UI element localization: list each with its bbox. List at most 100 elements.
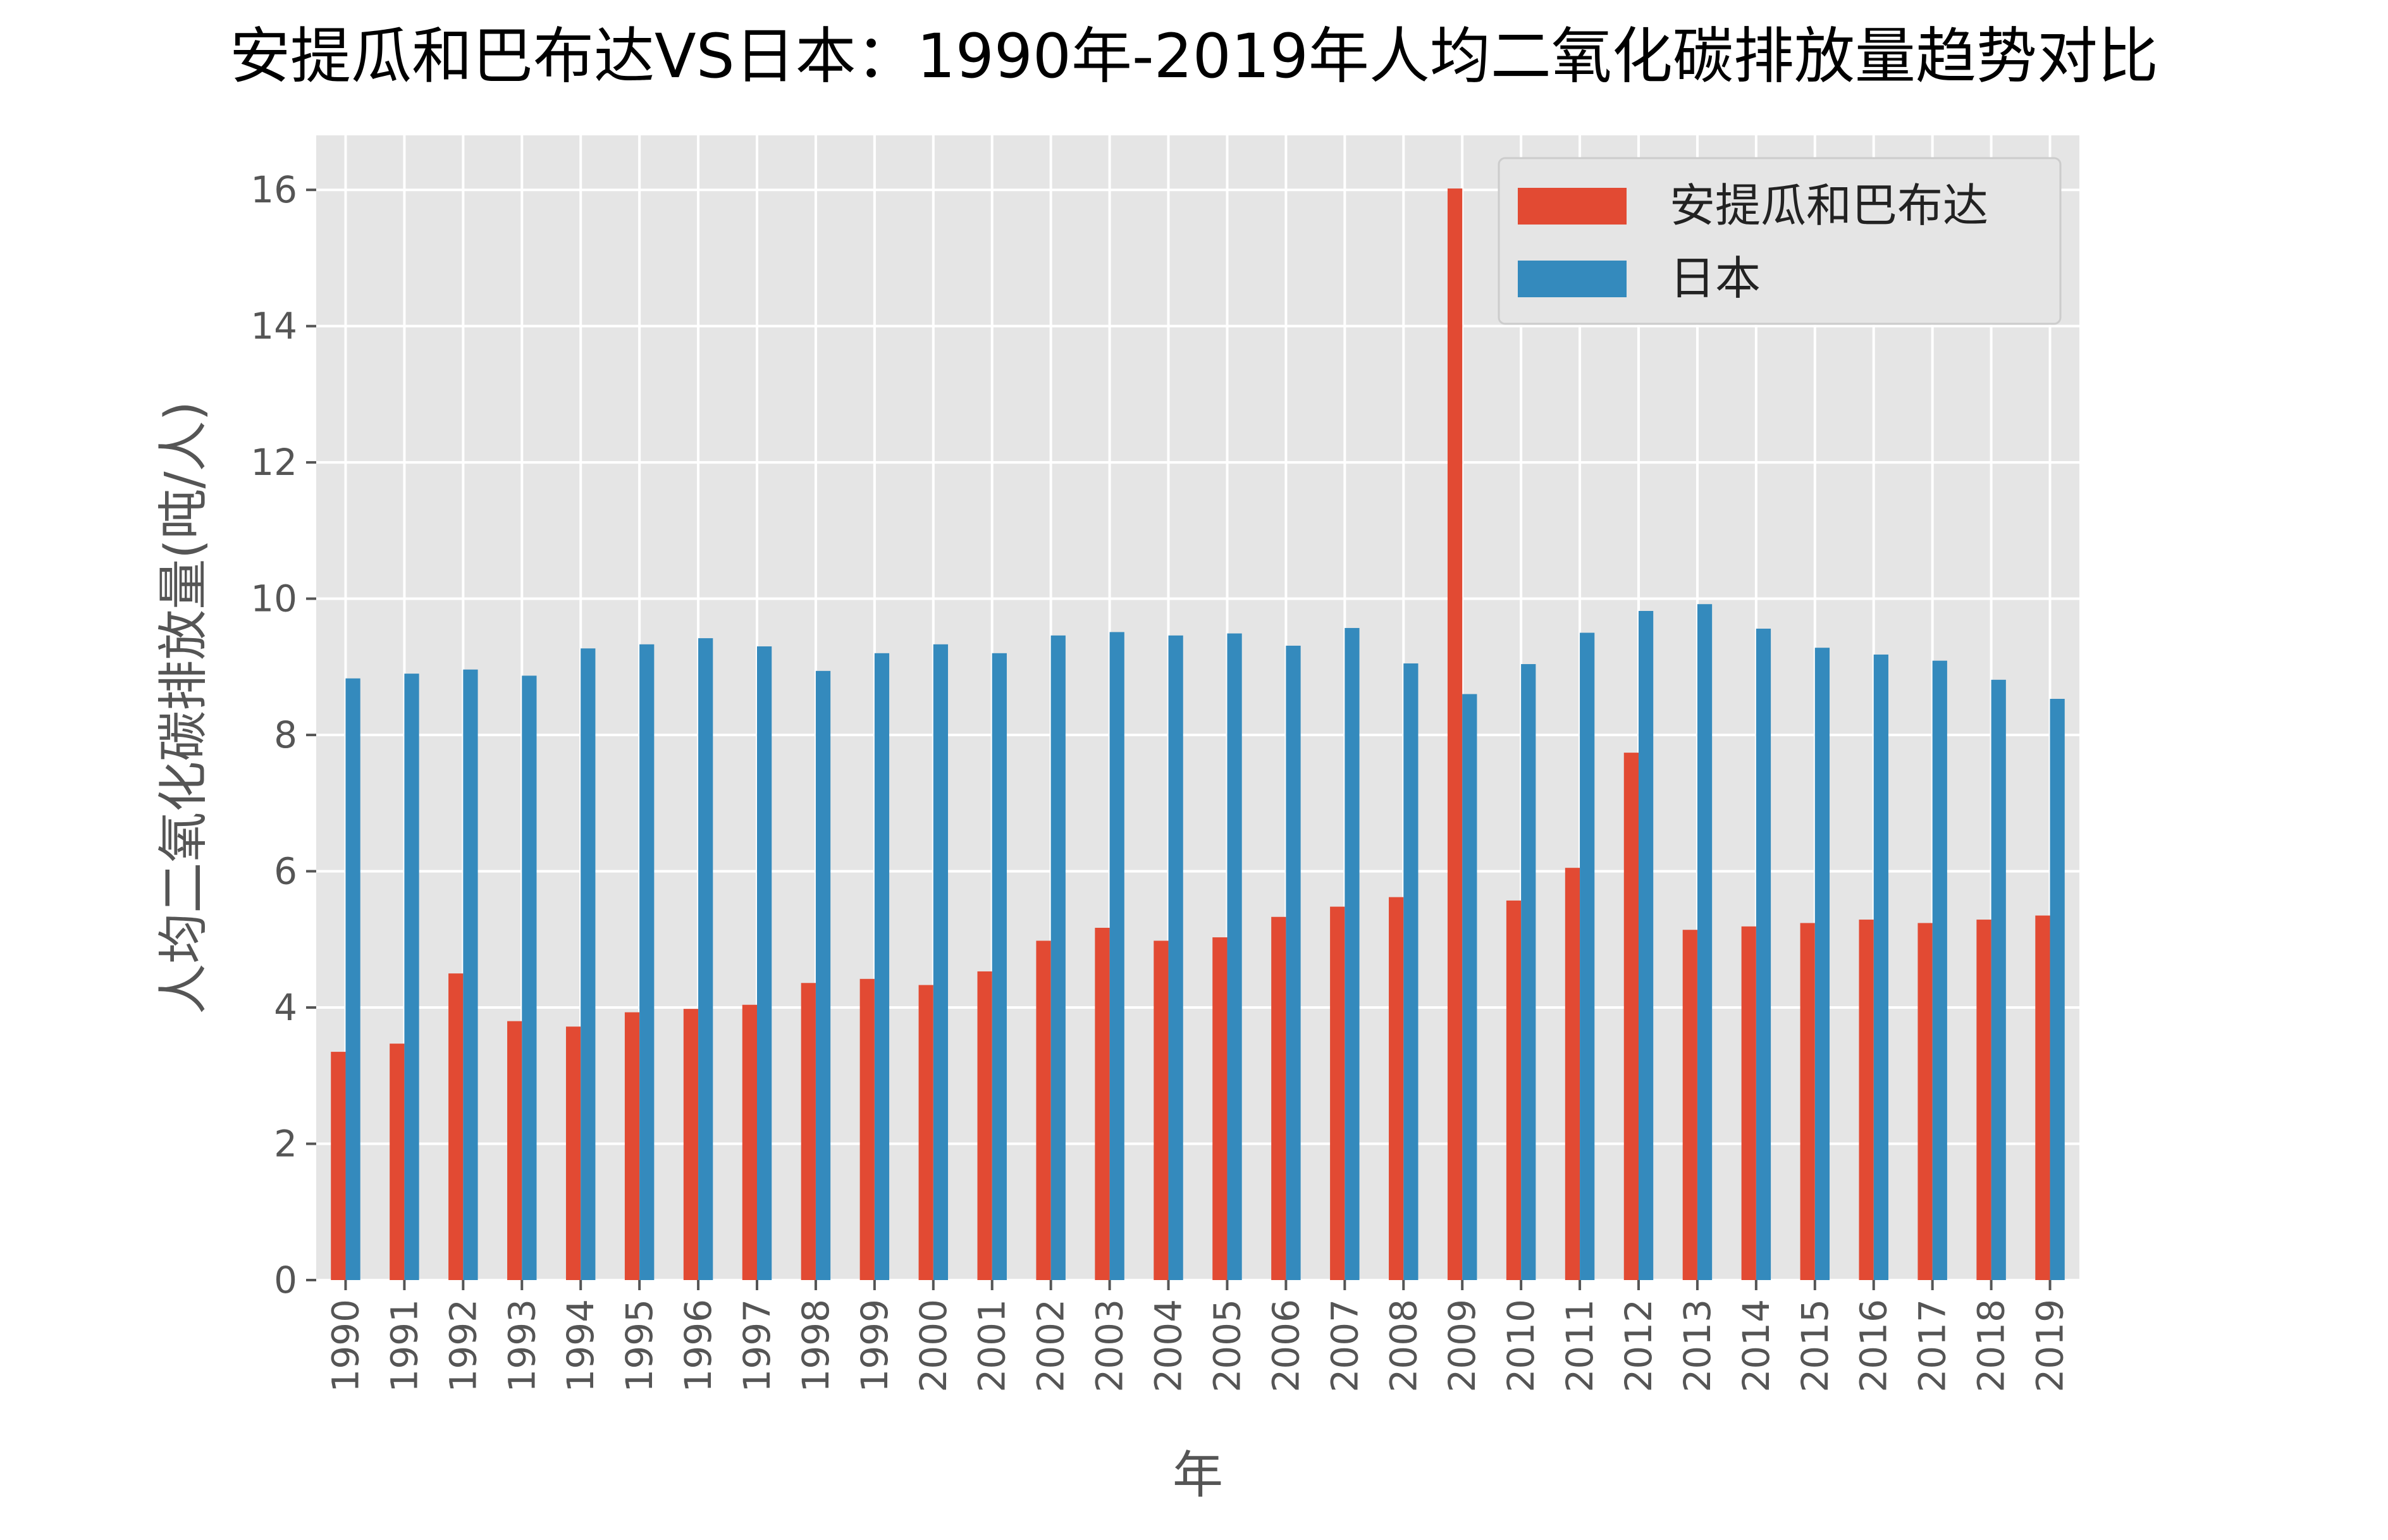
bar-japan-2011: [1580, 632, 1595, 1280]
bar-japan-2018: [1991, 679, 2006, 1280]
bar-antigua-2013: [1682, 930, 1697, 1280]
y-tick-label: 6: [274, 850, 297, 893]
bar-antigua-2018: [1976, 920, 1991, 1280]
bar-japan-2000: [933, 644, 949, 1280]
bar-antigua-2002: [1036, 940, 1051, 1280]
bar-japan-2015: [1814, 648, 1830, 1280]
bar-antigua-2006: [1271, 916, 1286, 1280]
x-tick-label: 2003: [1088, 1299, 1131, 1393]
bar-antigua-1991: [390, 1044, 405, 1280]
axes: 0 2 4 6 8 10 12 14 16 1990 1991 1992 1993 1994 1995 199…: [250, 168, 2071, 1392]
x-tick-label: 1997: [735, 1299, 779, 1393]
x-tick-label: 2005: [1205, 1299, 1248, 1393]
bar-japan-2004: [1168, 635, 1183, 1280]
y-tick-label: 0: [274, 1259, 297, 1302]
chart-title: 安提瓜和巴布达VS日本：1990年-2019年人均二氧化碳排放量趋势对比: [230, 21, 2158, 92]
bar-japan-2006: [1286, 645, 1301, 1280]
x-tick-label: 2013: [1676, 1299, 1719, 1393]
bar-antigua-2003: [1095, 927, 1110, 1280]
bar-antigua-2008: [1389, 897, 1404, 1280]
x-tick-label: 2014: [1735, 1299, 1778, 1393]
x-tick-label: 2001: [971, 1299, 1014, 1393]
bar-antigua-2005: [1212, 937, 1228, 1280]
bar-japan-2003: [1109, 632, 1124, 1281]
x-tick-label: 1992: [441, 1299, 484, 1393]
x-tick-label: 2010: [1499, 1299, 1542, 1393]
bar-japan-2002: [1050, 635, 1066, 1280]
x-tick-label: 1996: [677, 1299, 720, 1393]
bar-japan-1991: [404, 674, 419, 1280]
y-tick-label: 12: [250, 441, 297, 484]
bar-antigua-2017: [1917, 923, 1933, 1280]
bar-antigua-1997: [742, 1004, 757, 1280]
bar-antigua-1992: [448, 973, 464, 1280]
x-tick-label: 2004: [1147, 1299, 1190, 1393]
bar-japan-2016: [1873, 654, 1888, 1280]
x-tick-label: 2015: [1794, 1299, 1837, 1393]
x-tick-label: 2002: [1030, 1299, 1073, 1393]
legend-label-antigua: 安提瓜和巴布达: [1670, 179, 1988, 232]
bar-antigua-1993: [507, 1021, 522, 1280]
bar-antigua-1995: [624, 1012, 640, 1280]
bar-japan-1995: [639, 644, 655, 1280]
x-tick-label: 1990: [324, 1299, 367, 1393]
bar-japan-2017: [1932, 660, 1947, 1280]
bar-antigua-2015: [1800, 923, 1815, 1280]
bar-antigua-2019: [2035, 915, 2050, 1280]
bar-antigua-2004: [1154, 940, 1169, 1280]
bar-antigua-2007: [1330, 906, 1345, 1280]
bar-antigua-2010: [1506, 900, 1522, 1280]
y-tick-label: 4: [274, 986, 297, 1029]
bar-antigua-2009: [1447, 188, 1463, 1281]
x-tick-label: 2017: [1911, 1299, 1954, 1393]
bar-antigua-1999: [859, 978, 875, 1280]
y-tick-label: 14: [250, 305, 297, 348]
y-axis-label: 人均二氧化碳排放量(吨/人): [154, 401, 213, 1014]
bar-antigua-2011: [1565, 868, 1580, 1280]
x-tick-label: 1995: [618, 1299, 661, 1393]
legend: 安提瓜和巴布达 日本: [1498, 157, 2062, 325]
legend-swatch-antigua: [1518, 188, 1627, 225]
bar-antigua-1990: [331, 1052, 346, 1280]
x-tick-label: 2012: [1617, 1299, 1660, 1393]
bar-japan-1992: [463, 669, 478, 1280]
x-tick-label: 1993: [500, 1299, 543, 1393]
x-tick-label: 1999: [853, 1299, 896, 1393]
bar-japan-1999: [874, 653, 890, 1280]
legend-swatch-japan: [1518, 261, 1627, 297]
x-tick-label: 2009: [1441, 1299, 1484, 1393]
bar-japan-2008: [1403, 663, 1419, 1280]
bar-japan-2014: [1756, 629, 1771, 1280]
bar-japan-2007: [1345, 627, 1360, 1280]
bar-japan-2013: [1697, 604, 1713, 1281]
x-tick-label: 1991: [383, 1299, 426, 1393]
bar-antigua-2016: [1859, 920, 1874, 1280]
x-tick-label: 1998: [794, 1299, 837, 1393]
x-tick-label: 2008: [1382, 1299, 1425, 1393]
y-tick-label: 10: [250, 577, 297, 620]
x-tick-label: 2007: [1323, 1299, 1366, 1393]
y-tick-label: 8: [274, 713, 297, 756]
legend-label-japan: 日本: [1670, 252, 1761, 305]
bar-antigua-2001: [977, 971, 992, 1280]
x-axis-label: 年: [1172, 1446, 1223, 1505]
bars: [331, 188, 2065, 1281]
bar-japan-1997: [757, 646, 772, 1280]
x-tick-label: 2018: [1970, 1299, 2013, 1393]
x-tick-label: 2011: [1558, 1299, 1601, 1393]
bar-antigua-1996: [683, 1009, 699, 1280]
bar-japan-2019: [2050, 698, 2065, 1280]
bar-japan-1990: [345, 678, 360, 1280]
y-tick-label: 16: [250, 168, 297, 211]
x-tick-label: 2006: [1264, 1299, 1307, 1393]
x-tick-label: 2019: [2029, 1299, 2072, 1393]
bar-japan-1996: [698, 638, 713, 1280]
x-tick-label: 1994: [559, 1299, 602, 1393]
bar-japan-2001: [992, 653, 1007, 1280]
y-tick-label: 2: [274, 1123, 297, 1166]
bar-japan-1998: [815, 670, 831, 1280]
bar-japan-1993: [522, 675, 537, 1280]
bar-antigua-2000: [918, 985, 933, 1280]
